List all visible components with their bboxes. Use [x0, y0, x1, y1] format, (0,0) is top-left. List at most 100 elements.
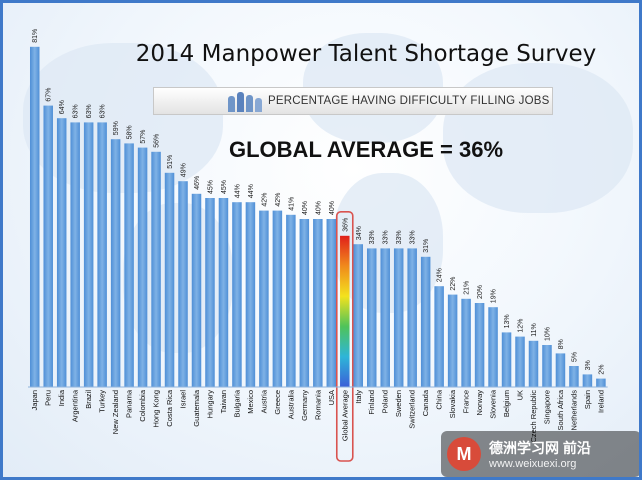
- value-label: 45%: [207, 180, 214, 194]
- value-label: 19%: [491, 289, 498, 303]
- category-label: Greece: [273, 390, 282, 415]
- value-label: 8%: [558, 339, 565, 349]
- value-label: 49%: [181, 163, 188, 177]
- bar: [299, 219, 310, 387]
- category-label: Israel: [179, 390, 188, 409]
- category-label: Switzerland: [408, 390, 417, 429]
- value-label: 56%: [154, 134, 161, 148]
- value-label: 34%: [356, 226, 363, 240]
- category-label: South Africa: [556, 389, 565, 430]
- value-label: 64%: [59, 100, 66, 114]
- subtitle-banner: PERCENTAGE HAVING DIFFICULTY FILLING JOB…: [153, 87, 553, 115]
- bar: [70, 122, 80, 388]
- category-label: UK: [516, 390, 525, 400]
- bar: [555, 353, 566, 387]
- category-label: Poland: [381, 390, 390, 413]
- bar: [447, 294, 458, 387]
- category-label: Hong Kong: [152, 390, 161, 428]
- category-label: Norway: [475, 390, 484, 416]
- category-label: Bulgaria: [232, 389, 241, 417]
- watermark-line2: www.weixuexi.org: [489, 458, 577, 470]
- value-label: 3%: [585, 360, 592, 370]
- bar: [43, 105, 53, 387]
- category-label: Germany: [300, 390, 309, 421]
- slide-title: 2014 Manpower Talent Shortage Survey: [135, 41, 597, 67]
- bar: [286, 214, 296, 387]
- global-average-highlight: [335, 211, 354, 462]
- bar: [596, 378, 606, 387]
- category-label: Slovenia: [489, 389, 498, 419]
- value-label: 40%: [329, 201, 336, 215]
- bar: [528, 340, 539, 387]
- bar: [56, 118, 67, 387]
- category-label: Canada: [421, 389, 430, 416]
- value-label: 33%: [410, 230, 417, 244]
- bar: [393, 248, 404, 387]
- value-label: 33%: [383, 230, 390, 244]
- bar: [97, 122, 107, 388]
- value-label: 36%: [342, 218, 349, 232]
- people-icon: [228, 90, 262, 112]
- subtitle-text: PERCENTAGE HAVING DIFFICULTY FILLING JOB…: [268, 95, 550, 107]
- value-label: 13%: [504, 314, 511, 328]
- value-label: 2%: [598, 364, 605, 374]
- bar: [205, 198, 215, 387]
- value-label: 21%: [464, 281, 471, 295]
- value-label: 24%: [437, 268, 444, 282]
- value-label: 31%: [423, 239, 430, 253]
- value-label: 58%: [127, 125, 134, 139]
- watermark-logo: M: [447, 437, 481, 471]
- bar: [29, 46, 40, 388]
- value-label: 33%: [369, 230, 376, 244]
- category-label: Finland: [367, 390, 376, 415]
- bar: [245, 202, 256, 387]
- value-label: 81%: [32, 29, 39, 43]
- category-label: Turkey: [98, 390, 107, 413]
- category-label: Argentina: [71, 389, 80, 422]
- value-label: 67%: [46, 88, 53, 102]
- bar: [83, 122, 94, 388]
- bar: [488, 307, 498, 387]
- bar-chart: 81% Japan 67% Peru 64% India 63% Argentina 63% Br…: [28, 29, 608, 462]
- bar: [124, 143, 134, 387]
- bar: [164, 172, 175, 387]
- watermark-line1: 德洲学习网 前沿: [489, 440, 591, 456]
- bar: [434, 286, 444, 387]
- value-label: 59%: [113, 121, 120, 135]
- bar: [151, 151, 161, 387]
- value-label: 40%: [315, 201, 322, 215]
- value-label: 46%: [194, 176, 201, 190]
- value-label: 20%: [477, 285, 484, 299]
- category-label: Sweden: [394, 390, 403, 417]
- category-label: Romania: [313, 389, 322, 420]
- bar: [313, 219, 323, 387]
- value-label: 33%: [396, 230, 403, 244]
- bar: [542, 345, 552, 387]
- bar: [272, 210, 283, 387]
- bar: [474, 303, 485, 387]
- category-label: Austria: [259, 389, 268, 413]
- value-label: 63%: [73, 104, 80, 118]
- value-label: 11%: [531, 323, 538, 337]
- bar: [110, 139, 121, 387]
- category-label: Italy: [354, 390, 363, 404]
- category-label: Slovakia: [448, 389, 457, 418]
- category-label: Japan: [30, 390, 39, 410]
- category-label: Peru: [44, 390, 53, 406]
- bar: [191, 193, 202, 387]
- bar-global-average: [340, 235, 350, 387]
- bar: [137, 147, 148, 387]
- bar: [461, 298, 471, 387]
- category-label: India: [57, 389, 66, 406]
- bar: [326, 219, 337, 387]
- bar: [582, 374, 593, 387]
- bar: [420, 256, 431, 387]
- bar: [501, 332, 512, 387]
- category-label: Costa Rica: [165, 389, 174, 427]
- bar: [232, 202, 242, 387]
- value-label: 40%: [302, 201, 309, 215]
- bar: [366, 248, 377, 387]
- value-label: 44%: [234, 184, 241, 198]
- category-label: Singapore: [542, 390, 551, 424]
